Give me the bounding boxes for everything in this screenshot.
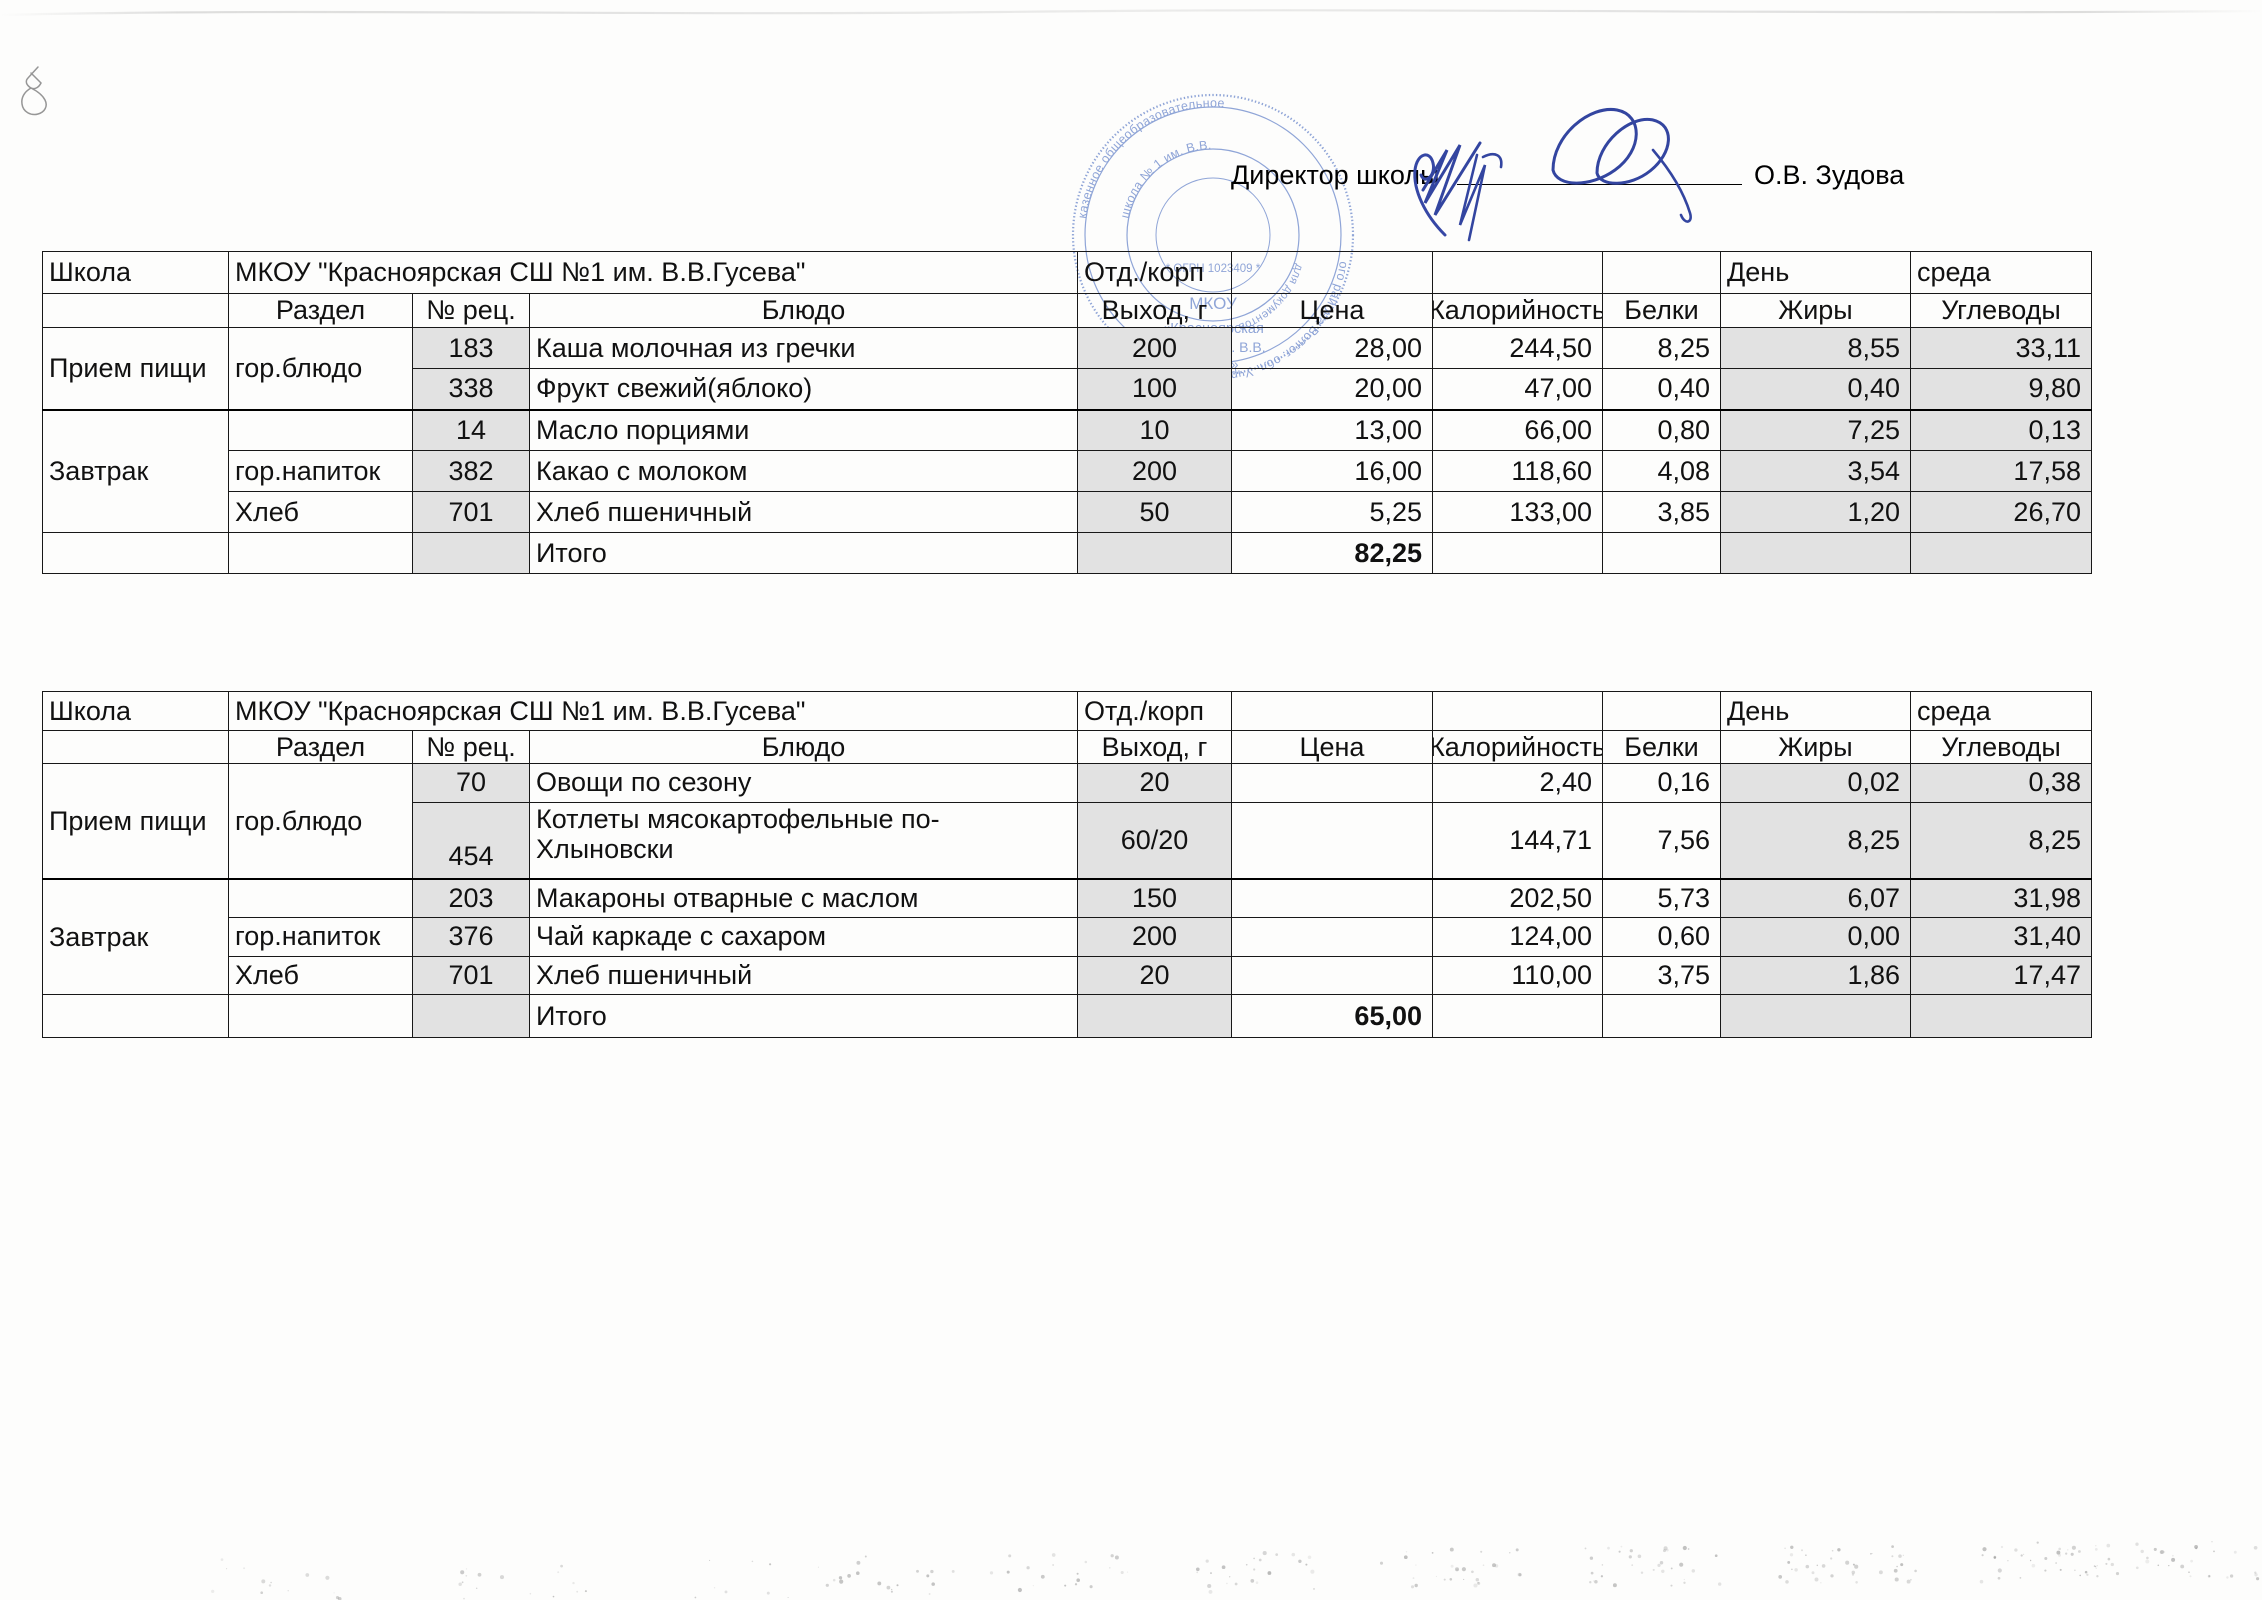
svg-text:казенное общеобразовательное: казенное общеобразовательное (1075, 96, 1225, 219)
svg-text:школа № 1 им. В.В.: школа № 1 им. В.В. (1118, 138, 1212, 220)
